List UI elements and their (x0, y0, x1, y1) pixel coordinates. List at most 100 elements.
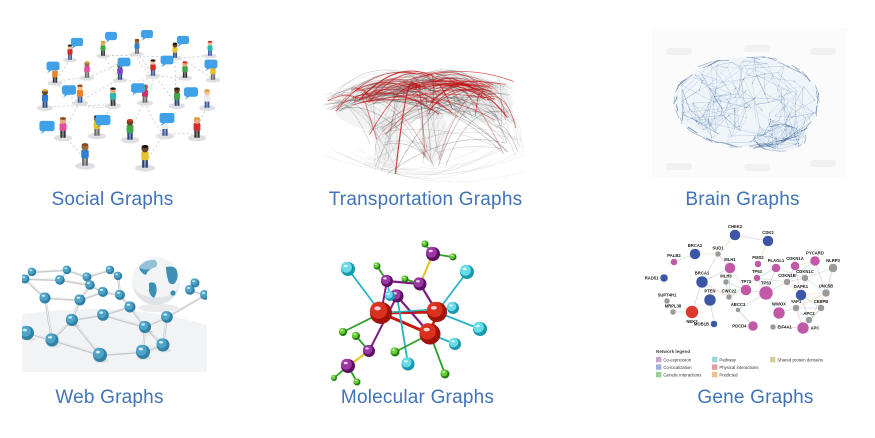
ball-glint (141, 323, 146, 326)
network-node-ball (39, 292, 51, 304)
person-hair (204, 89, 210, 92)
atom-glint (462, 267, 467, 271)
mesh-edge (692, 102, 712, 125)
gene-node: SUPT4H1 (658, 292, 677, 305)
gene-node-circle (695, 275, 709, 289)
cerebellum-outline (768, 125, 775, 128)
mesh-edge (786, 124, 795, 129)
flight-route (368, 72, 431, 104)
brain-outline (749, 142, 768, 147)
flight-route (373, 132, 518, 161)
gene-node-circle (809, 255, 821, 267)
mesh-edge (683, 114, 705, 125)
flight-route (326, 91, 466, 110)
ball-glint (126, 303, 131, 306)
flight-route (373, 129, 384, 175)
caption-web-graphs: Web Graphs (55, 387, 164, 408)
mesh-edge (695, 118, 709, 121)
flight-route (353, 82, 453, 114)
flight-routes-map-illustration (323, 69, 527, 182)
gene-node-circle (725, 293, 733, 301)
mesh-node (710, 137, 713, 139)
flight-route (358, 70, 438, 101)
flight-route (438, 87, 494, 160)
molecular-graphs-image (330, 228, 525, 393)
person-hair (67, 44, 73, 47)
person-leg (165, 128, 168, 136)
mesh-edge (743, 65, 759, 80)
gene-node: NLRP3 (826, 258, 841, 273)
mesh-edge (796, 139, 800, 146)
person (198, 89, 216, 111)
person-base (177, 75, 193, 81)
speech-bubble-tail (71, 45, 77, 50)
legend-item: Shared protein domains (770, 356, 823, 363)
person-hair (59, 117, 67, 120)
flight-route (361, 89, 458, 112)
mesh-edge (681, 101, 723, 116)
mesh-edge (742, 60, 750, 76)
brain-graphs-image (652, 28, 847, 178)
gene-node-label: EIF4A1 (778, 324, 793, 329)
mesh-edge (714, 93, 732, 97)
flight-route (350, 98, 380, 165)
mesh-edge (772, 124, 780, 131)
speech-bubble-body (160, 55, 174, 65)
mesh-edge (689, 108, 696, 116)
gene-node: APC2 (803, 311, 815, 324)
mesh-edge (750, 81, 795, 109)
atom-glint (332, 376, 334, 378)
mesh-node (702, 80, 704, 82)
atom-glint (402, 276, 405, 279)
gene-node-label: PALB2 (667, 253, 681, 258)
mesh-edge (756, 104, 763, 111)
mesh-edge (715, 99, 723, 109)
ball-glint (116, 291, 121, 294)
brain-outline (746, 56, 766, 58)
person-leg (182, 71, 185, 78)
ball-mid (22, 274, 28, 282)
mesh-node (794, 80, 796, 82)
person-torso (207, 45, 213, 51)
atom-glint (430, 306, 437, 310)
mesh-edge (713, 115, 729, 131)
flight-route (375, 90, 475, 99)
person-leg (185, 71, 188, 78)
person-base (47, 80, 63, 86)
network-legend: Network legend Co-expression Co-localizati… (656, 349, 823, 378)
person-base (203, 53, 217, 59)
cerebellum-outline (754, 140, 759, 145)
person-leg (63, 130, 66, 138)
mesh-edge (704, 101, 710, 125)
mesh-edge (795, 133, 805, 145)
red-atom (419, 323, 441, 345)
mesh-edge (701, 74, 715, 97)
person-base (96, 53, 110, 59)
person-leg (101, 50, 103, 56)
speech-bubble (160, 55, 174, 68)
mesh-node (733, 110, 735, 112)
bond (396, 295, 409, 365)
atom-mid (473, 321, 484, 333)
flight-route (476, 107, 505, 144)
network-node-ball (22, 274, 30, 284)
mesh-edge (755, 118, 764, 135)
mesh-edge (739, 63, 768, 67)
person-hair (134, 38, 140, 41)
mesh-edge (769, 121, 771, 125)
mesh-edge (737, 79, 744, 95)
mesh-edge (794, 90, 797, 128)
mesh-edge (709, 88, 714, 91)
person-leg (197, 130, 200, 138)
flight-route (350, 88, 373, 102)
gene-node-label: NEK2 (686, 319, 698, 324)
mesh-node (797, 139, 800, 141)
mesh-edge (754, 59, 797, 95)
mesh-edge (782, 127, 795, 139)
mesh-edge (796, 86, 804, 128)
ball-glint (22, 276, 26, 279)
web-graphs-image (22, 246, 207, 372)
mesh-edge (774, 115, 792, 118)
mesh-edge (725, 93, 732, 111)
person (53, 117, 73, 142)
